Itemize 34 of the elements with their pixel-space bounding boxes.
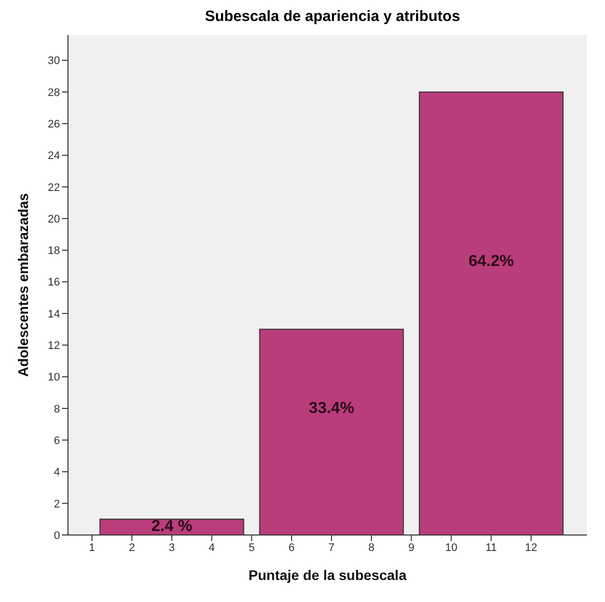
x-tick-label: 2 [128, 542, 135, 554]
x-tick-label: 11 [485, 542, 497, 554]
y-tick-label: 10 [48, 372, 60, 384]
y-tick-label: 8 [54, 403, 60, 416]
y-tick-label: 28 [48, 86, 60, 99]
y-tick-label: 18 [48, 245, 60, 258]
y-tick-label: 4 [54, 466, 60, 479]
y-axis-title: Adolescentes embarazadas [14, 192, 31, 377]
annotation: 33.4% [308, 400, 354, 418]
y-tick-label: 22 [48, 182, 60, 194]
x-tick-label: 9 [408, 542, 414, 554]
y-tick-label: 30 [48, 55, 60, 68]
x-axis-title: Puntaje de la subescala [248, 567, 407, 583]
x-tick-label: 8 [368, 542, 374, 554]
x-tick-label: 7 [328, 542, 335, 554]
y-tick-label: 24 [48, 150, 60, 162]
annotation: 2.4 % [151, 518, 192, 535]
y-tick-label: 14 [48, 308, 60, 320]
annotation: 64.2% [468, 252, 514, 270]
x-tick-label: 4 [208, 542, 215, 554]
y-tick-label: 26 [48, 118, 60, 131]
x-tick-label: 10 [445, 542, 458, 554]
x-tick-label: 3 [168, 542, 175, 554]
x-tick-label: 1 [88, 542, 96, 554]
y-tick-label: 16 [48, 276, 60, 289]
y-tick-label: 12 [48, 340, 60, 352]
y-tick-label: 0 [54, 530, 60, 542]
chart-title: Subescala de apariencia y atributos [204, 8, 462, 27]
x-tick-label: 6 [288, 542, 295, 554]
x-tick-label: 5 [248, 542, 255, 554]
x-tick-label: 12 [524, 542, 538, 554]
y-tick-label: 6 [54, 434, 60, 447]
y-tick-label: 2 [54, 498, 60, 510]
y-tick-label: 20 [48, 213, 60, 226]
